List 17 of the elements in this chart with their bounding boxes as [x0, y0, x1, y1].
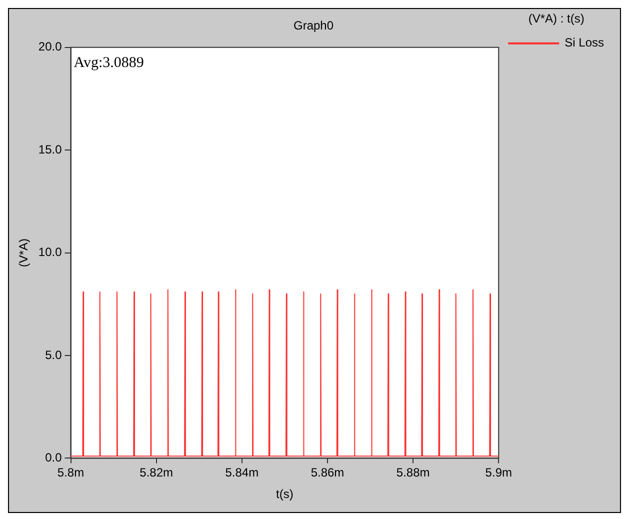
legend-label: Si Loss [564, 36, 604, 50]
x-axis-title: t(s) [276, 487, 294, 502]
chart-title: Graph0 [293, 18, 334, 33]
y-tick-label: 5.0 [45, 348, 62, 362]
y-tick-label: 20.0 [38, 40, 62, 54]
x-tick-label: 5.8m [57, 466, 84, 480]
y-tick-label: 0.0 [45, 450, 62, 465]
x-tick-label: 5.9m [485, 466, 512, 480]
y-tick-label: 15.0 [38, 142, 62, 156]
legend-title: (V*A) : t(s) [528, 11, 584, 26]
annotation: Avg:3.0889 [74, 54, 144, 71]
x-tick-label: 5.84m [225, 466, 259, 480]
x-tick-label: 5.82m [140, 466, 174, 480]
x-tick-label: 5.86m [310, 466, 344, 480]
y-axis-title: (V*A) [16, 238, 31, 268]
y-tick-label: 10.0 [38, 245, 62, 260]
x-tick-label: 5.88m [396, 466, 430, 480]
